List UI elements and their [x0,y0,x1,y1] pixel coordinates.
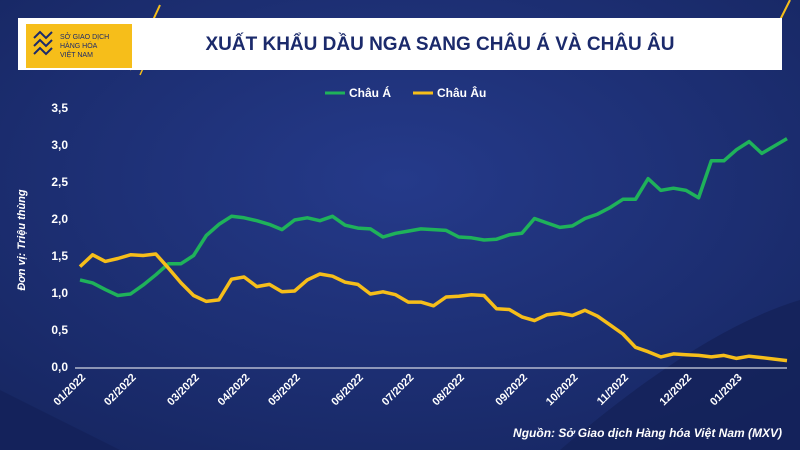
y-tick-label: 3,0 [51,138,68,152]
y-tick-label: 2,5 [51,175,68,189]
chart-title: XUẤT KHẨU DẦU NGA SANG CHÂU Á VÀ CHÂU ÂU [205,33,674,55]
logo-mark [33,30,53,56]
legend-label: Châu Âu [437,85,486,100]
y-tick-label: 3,5 [51,101,68,115]
y-tick-label: 0,5 [51,323,68,337]
logo-text: SỞ GIAO DỊCH [60,32,109,41]
y-tick-label: 2,0 [51,212,68,226]
series-line [78,252,788,363]
y-tick-label: 1,0 [51,286,68,300]
y-axis-label: Đơn vị: Triệu thùng [16,189,28,291]
decor [560,300,800,450]
logo-text: VIỆT NAM [60,50,93,59]
logo-box [26,24,132,68]
logo-text: HÀNG HÓA [60,41,98,50]
title-banner [18,18,782,70]
legend-label: Châu Á [349,85,391,100]
y-tick-label: 0,0 [51,360,68,374]
decor [0,390,120,450]
source: Nguồn: Sở Giao dịch Hàng hóa Việt Nam (M… [513,426,782,440]
y-tick-label: 1,5 [51,249,68,263]
series-line [79,137,788,298]
